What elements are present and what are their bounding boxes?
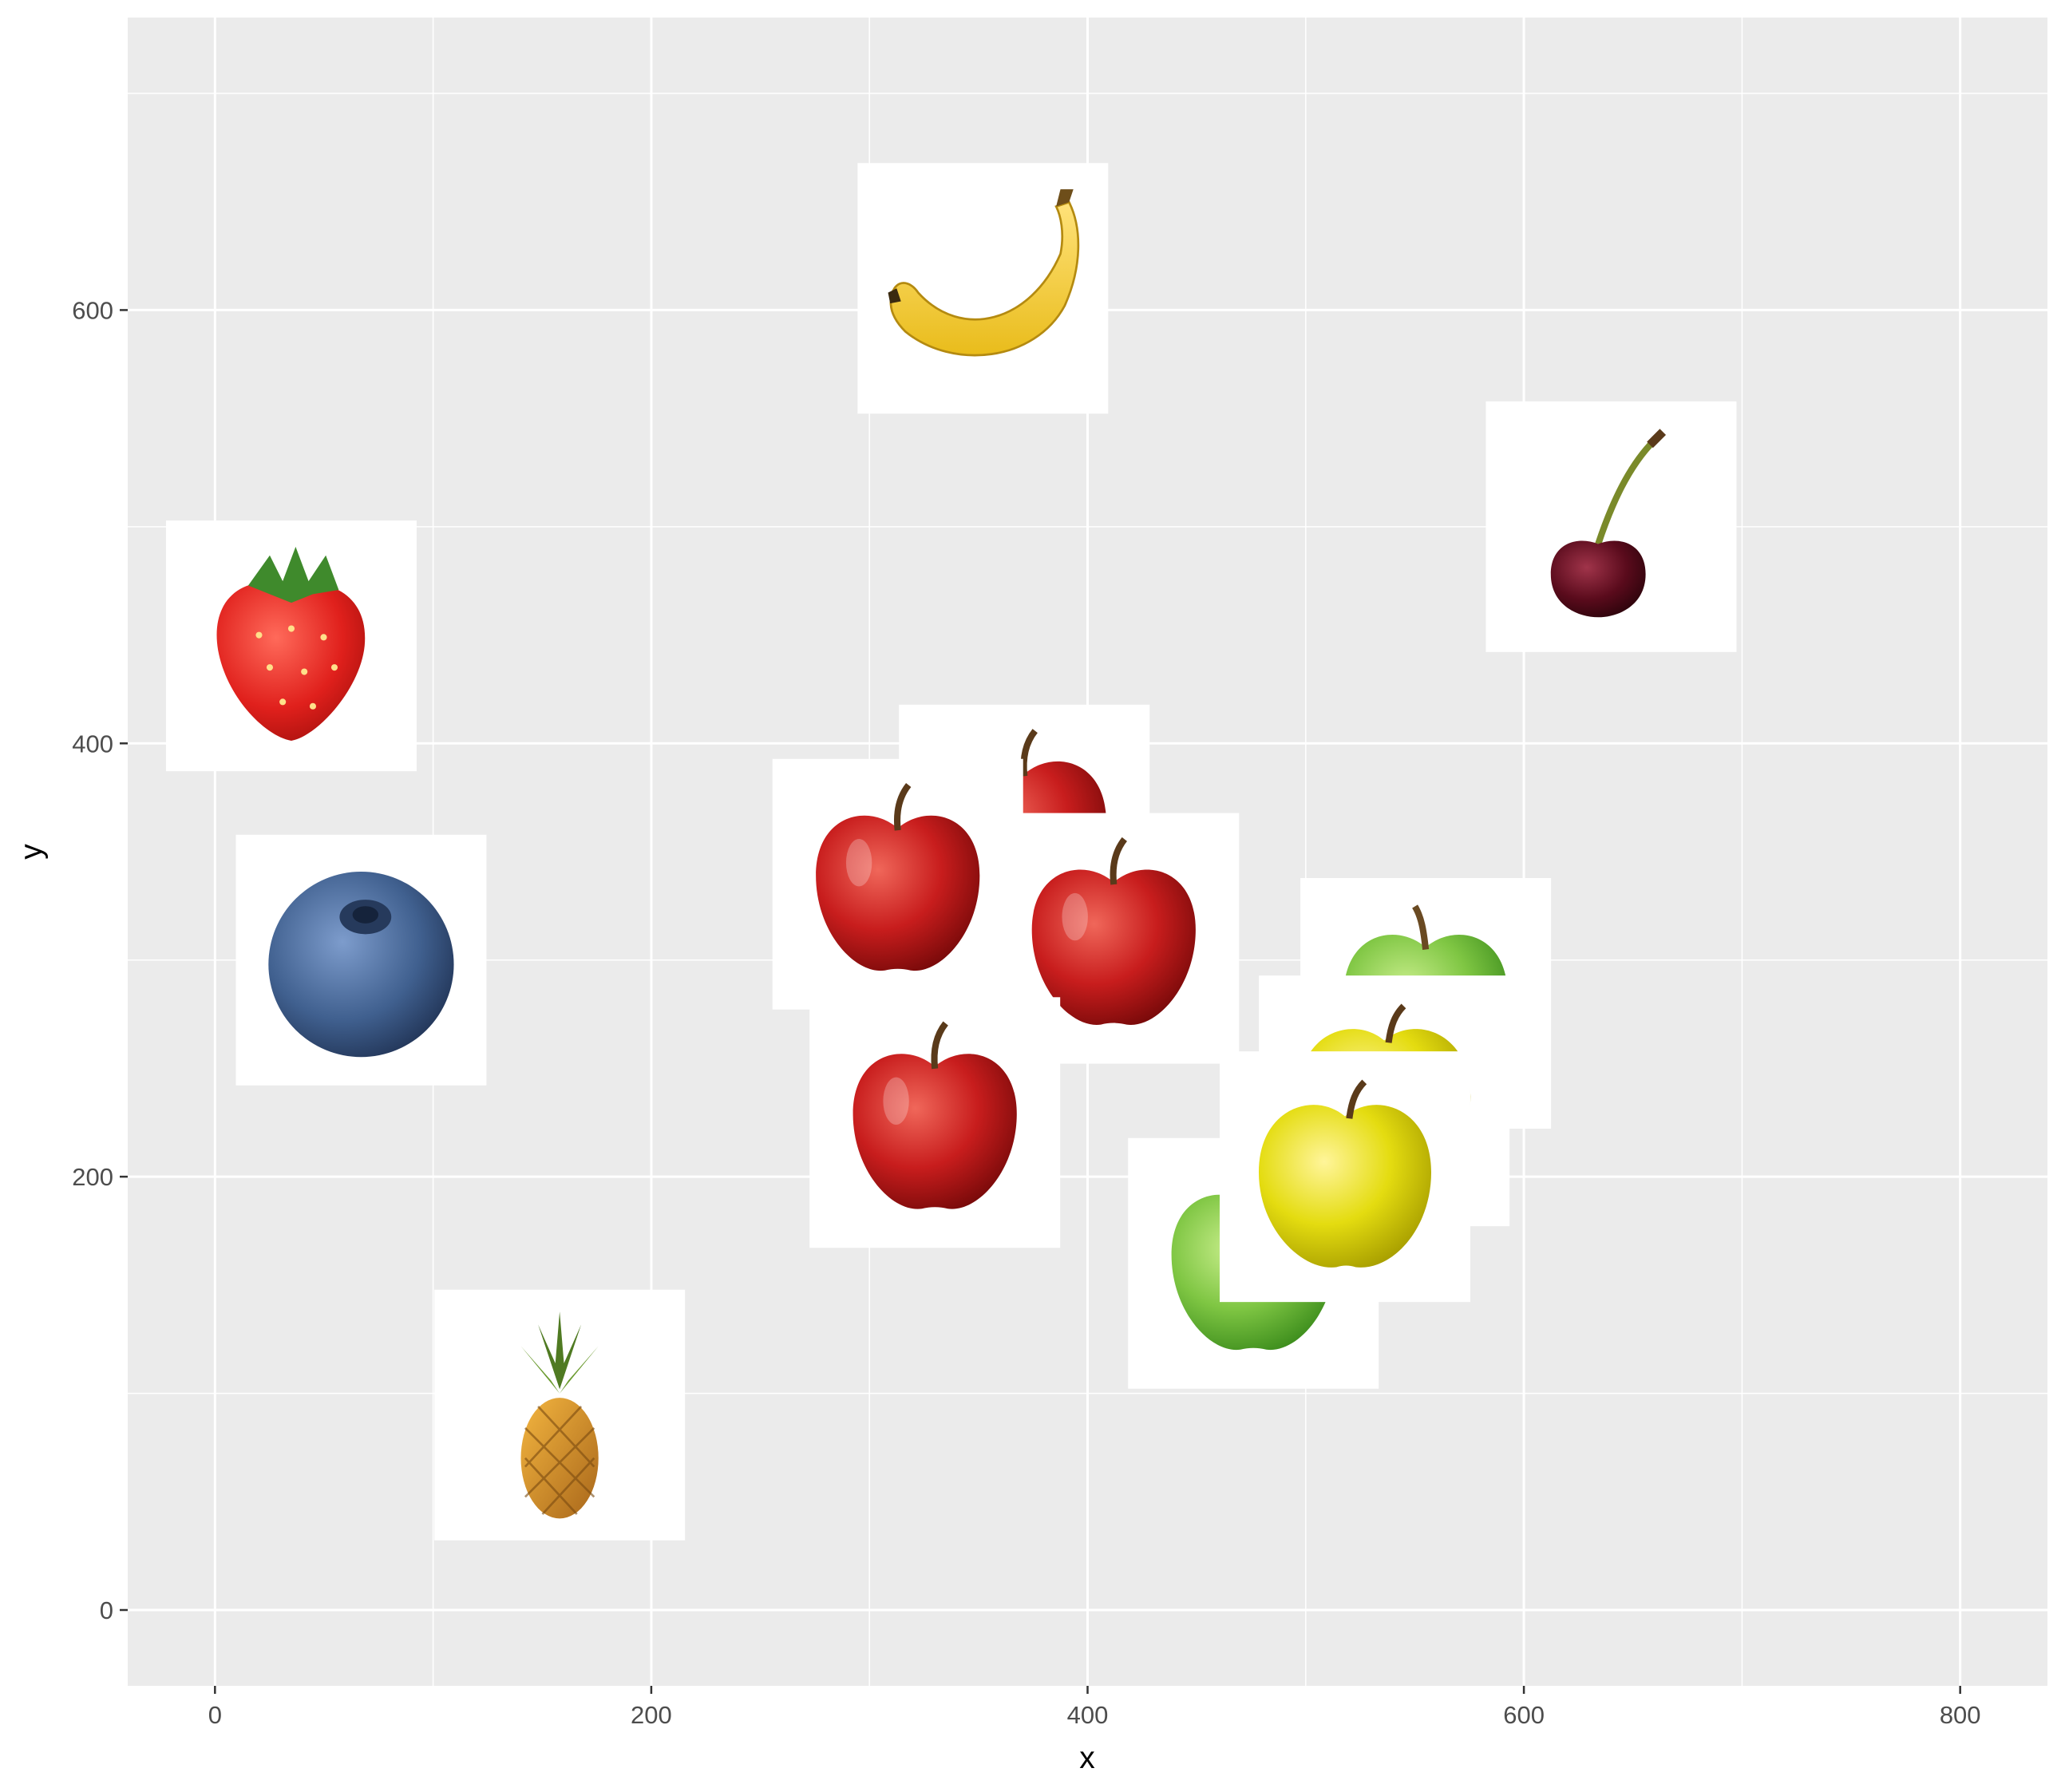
y-tick-label: 400 (72, 730, 113, 758)
fruit-points (165, 163, 1737, 1541)
x-tick-label: 800 (1940, 1701, 1981, 1729)
y-tick-label: 200 (72, 1163, 113, 1191)
pineapple-point (434, 1289, 686, 1541)
y-axis-title: y (14, 844, 49, 860)
cherry-point (1485, 401, 1737, 652)
x-tick-label: 200 (631, 1701, 672, 1729)
y-tick-label: 0 (100, 1596, 113, 1624)
x-tick-label: 0 (208, 1701, 222, 1729)
blueberry-icon (268, 872, 454, 1058)
red-apple-point (809, 997, 1061, 1248)
x-axis-title: x (1079, 1741, 1095, 1775)
x-tick-label: 400 (1067, 1701, 1109, 1729)
axis-ticks (120, 309, 1961, 1694)
blueberry-point (235, 834, 487, 1086)
x-tick-label: 600 (1503, 1701, 1545, 1729)
y-tick-label: 600 (72, 296, 113, 324)
x-axis-tick-labels: 0 200 400 600 800 (208, 1701, 1981, 1729)
strawberry-point (165, 520, 417, 772)
red-apple-point (772, 758, 1023, 1010)
banana-point (857, 163, 1109, 414)
y-axis-tick-labels: 0 200 400 600 (72, 296, 113, 1624)
yellow-apple-point (1219, 1051, 1470, 1303)
